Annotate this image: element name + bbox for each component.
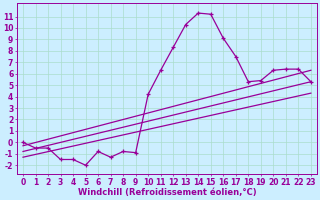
X-axis label: Windchill (Refroidissement éolien,°C): Windchill (Refroidissement éolien,°C) (78, 188, 256, 197)
